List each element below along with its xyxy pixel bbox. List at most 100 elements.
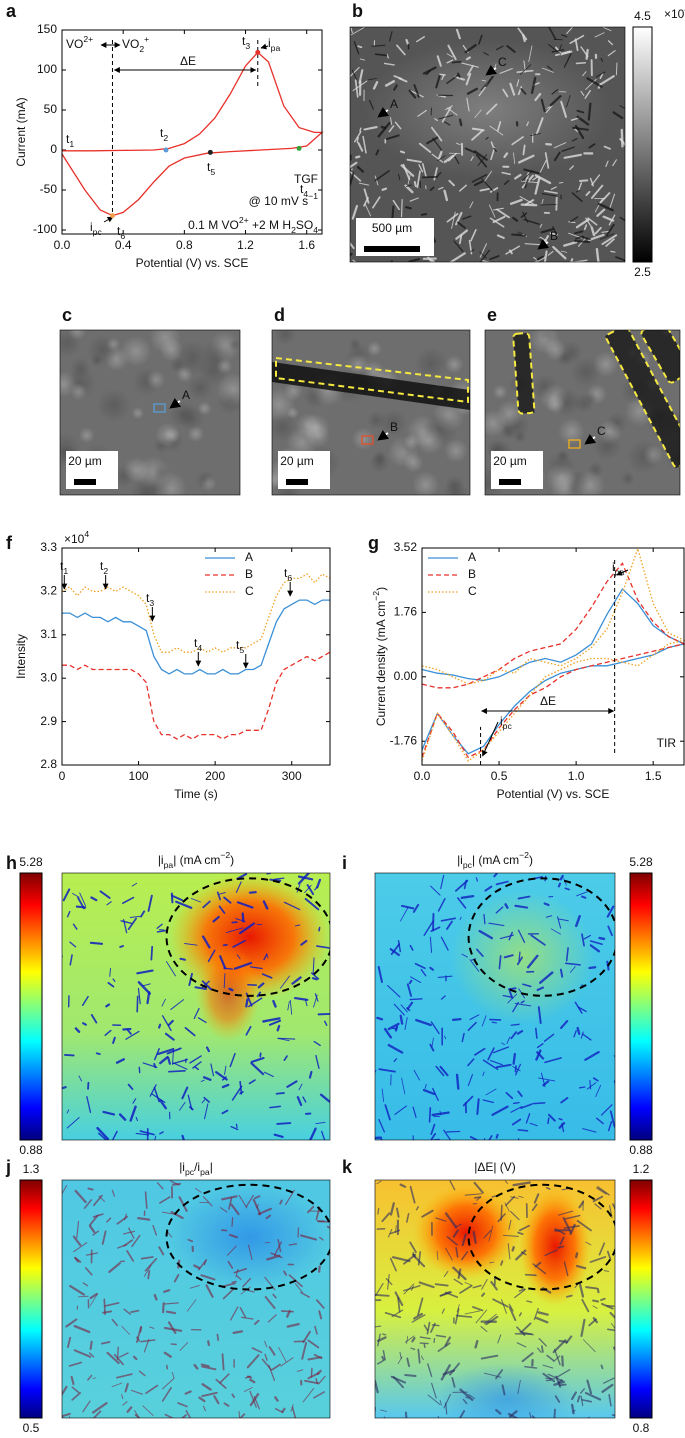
texture <box>529 330 561 355</box>
flake <box>283 901 301 911</box>
flake <box>489 255 500 261</box>
panel-title-part: | <box>210 1160 213 1174</box>
flake <box>595 1084 602 1098</box>
flake <box>257 982 265 989</box>
flake <box>613 1055 615 1058</box>
flake <box>262 1017 281 1023</box>
flake <box>423 1343 426 1349</box>
flake <box>534 92 542 102</box>
x-tick-label: 1.0 <box>568 769 585 783</box>
flake <box>430 926 441 933</box>
flake <box>470 249 475 253</box>
flake <box>441 107 452 123</box>
flake <box>603 145 611 150</box>
flake <box>503 1234 519 1237</box>
annotation-part: 4 <box>313 225 318 235</box>
annotation-part: TGF <box>294 172 318 186</box>
flake <box>127 917 137 931</box>
flake <box>472 1306 484 1312</box>
flake <box>128 1227 135 1239</box>
flake <box>612 1203 615 1211</box>
flake <box>436 55 442 67</box>
flake <box>508 1219 512 1230</box>
flake <box>507 1243 511 1260</box>
flake <box>537 1006 542 1025</box>
flake <box>149 1326 155 1329</box>
flake <box>485 1315 499 1326</box>
flake <box>252 1198 262 1216</box>
flake <box>154 1135 157 1140</box>
flake <box>353 131 362 143</box>
y-axis-label-part: −2 <box>371 591 381 601</box>
flake <box>454 75 465 81</box>
flake <box>248 1244 253 1261</box>
flake <box>508 1306 517 1321</box>
flake <box>596 1187 607 1195</box>
flake <box>574 1001 583 1014</box>
flake <box>99 890 111 899</box>
colorbar <box>629 1179 653 1419</box>
flake <box>423 920 434 936</box>
flake <box>123 1308 131 1315</box>
flake <box>304 897 320 911</box>
flake <box>362 135 367 154</box>
flake <box>459 1284 473 1294</box>
flake <box>444 121 451 126</box>
flake <box>597 202 614 212</box>
flake <box>324 1020 328 1026</box>
flake <box>464 1310 481 1315</box>
panel-label: b <box>352 1 363 21</box>
flake <box>443 1270 449 1277</box>
flake <box>262 900 269 910</box>
texture <box>586 383 608 405</box>
flake <box>420 968 427 977</box>
flake <box>140 910 146 918</box>
flake <box>563 240 578 247</box>
flake <box>530 76 537 95</box>
flake <box>193 1264 201 1270</box>
flake <box>569 216 579 223</box>
texture <box>414 346 448 380</box>
flake <box>513 152 516 165</box>
annotation-part: ΔE <box>540 694 556 708</box>
flake <box>226 927 244 933</box>
flake <box>490 147 496 161</box>
flake <box>600 1104 613 1116</box>
flake <box>105 1003 111 1008</box>
flake <box>302 1096 307 1103</box>
x-tick-label: 0.5 <box>491 769 508 783</box>
flake <box>291 1406 297 1418</box>
flake <box>171 1182 182 1186</box>
flake <box>71 1392 82 1401</box>
annotation: t5 <box>236 638 244 655</box>
flake <box>68 1361 83 1367</box>
panel-title-part: |i <box>179 1160 185 1174</box>
flake <box>143 1338 150 1353</box>
flake <box>122 1401 128 1406</box>
flake <box>467 1021 477 1031</box>
flake <box>547 65 553 71</box>
flake <box>444 1336 451 1347</box>
flake <box>482 1099 495 1104</box>
flake <box>172 1058 188 1065</box>
flake <box>601 230 610 233</box>
series-line <box>61 51 324 217</box>
flake <box>497 1213 506 1223</box>
ipa-arrow <box>616 569 629 576</box>
image-frame <box>484 329 681 496</box>
flake <box>231 1085 243 1101</box>
flake <box>469 1136 479 1140</box>
flake <box>316 945 330 949</box>
flake-outline <box>605 330 680 469</box>
flake <box>609 1110 615 1128</box>
flake <box>504 1180 509 1184</box>
flake <box>594 32 605 38</box>
texture <box>531 373 558 401</box>
flake <box>235 1268 239 1278</box>
flake <box>238 1410 241 1418</box>
flake <box>512 1181 531 1187</box>
flake <box>590 184 604 199</box>
annotation: t6 <box>284 566 292 583</box>
flake <box>359 127 362 132</box>
flake <box>406 1335 409 1344</box>
